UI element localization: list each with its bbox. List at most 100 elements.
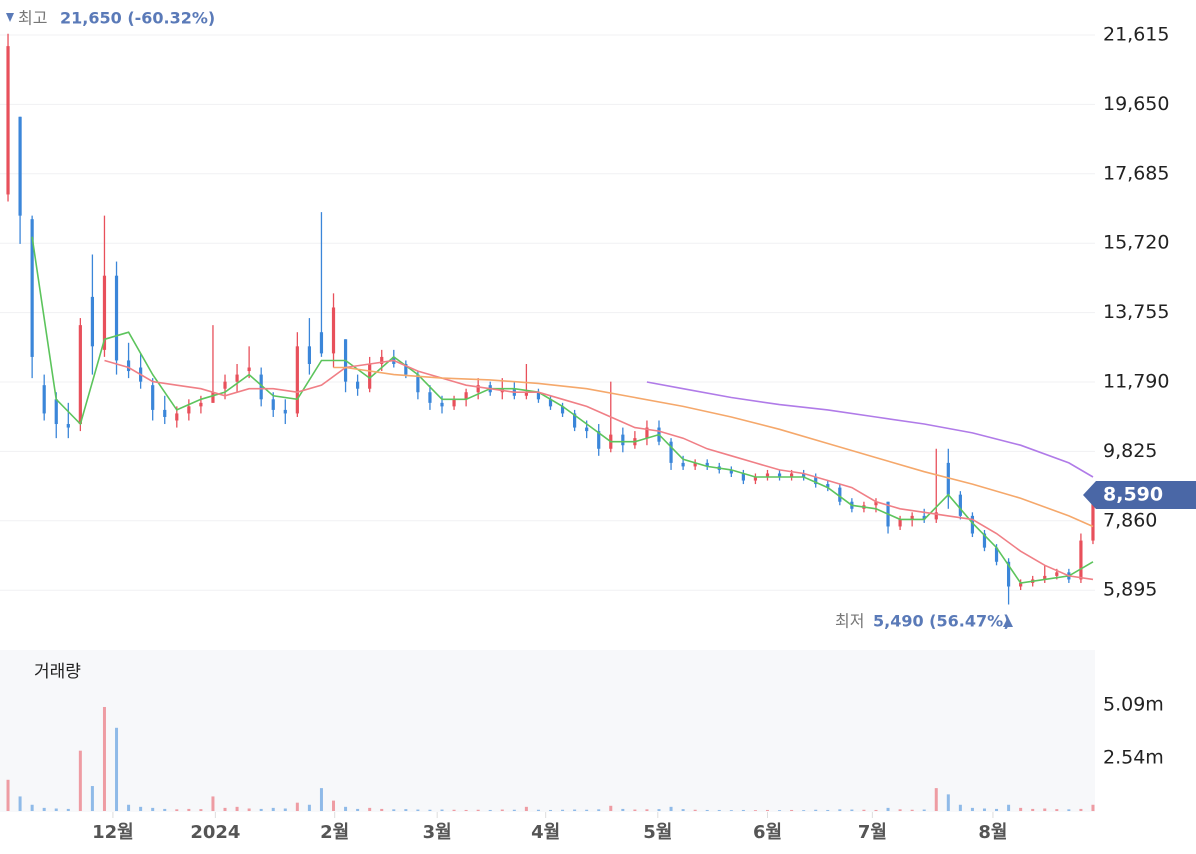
high-label: 최고 (18, 9, 47, 28)
volume-bar (139, 806, 143, 811)
candle-body (1079, 540, 1083, 580)
moving-average (104, 359, 1094, 581)
volume-bar (922, 809, 926, 811)
candle-body (958, 494, 962, 516)
candle-body (693, 462, 697, 467)
x-tick-label: 4월 (531, 822, 560, 843)
volume-bar (1091, 804, 1095, 811)
candle-body (18, 116, 22, 216)
y-tick-label: 7,860 (1103, 509, 1157, 531)
volume-bar (609, 805, 613, 811)
candle-body (970, 515, 975, 534)
candle-body (440, 402, 444, 407)
candle-body (621, 434, 625, 446)
y-tick-label: 17,685 (1103, 162, 1169, 184)
candle-body (1043, 575, 1047, 580)
y-tick-label: 5,895 (1103, 579, 1157, 601)
volume-bar (1055, 809, 1059, 811)
volume-bar (90, 786, 94, 811)
volume-bar (934, 788, 938, 811)
volume-bar (549, 809, 552, 811)
volume-bar (946, 794, 950, 811)
volume-bar (657, 809, 661, 811)
volume-bar (187, 808, 191, 811)
volume-bar (512, 809, 516, 811)
x-tick-label: 8월 (978, 822, 1007, 843)
candle-body (295, 346, 299, 414)
candle-body (946, 462, 950, 495)
candle-body (464, 392, 468, 400)
volume-bar (247, 808, 251, 811)
volume-bar (163, 808, 167, 811)
candle-body (199, 402, 203, 407)
candle-body (536, 392, 541, 400)
low-label: 최저 (835, 612, 864, 631)
volume-bar (78, 750, 82, 811)
x-tick-label: 3월 (423, 822, 452, 843)
volume-tick-label: 2.54m (1103, 747, 1164, 769)
candle-body (476, 385, 480, 393)
volume-bar (717, 809, 721, 811)
volume-bar (6, 779, 10, 811)
volume-bar (235, 806, 239, 811)
volume-bar (380, 808, 384, 811)
x-tick-label: 7월 (858, 822, 887, 843)
candle-body (645, 427, 649, 439)
candle-body (223, 381, 227, 389)
x-tick-label: 5월 (643, 822, 672, 843)
volume-bar (982, 808, 986, 811)
candle-body (1091, 495, 1095, 541)
volume-bar (573, 809, 577, 811)
candle-body (54, 399, 58, 425)
volume-bar (838, 809, 842, 811)
volume-bar (332, 800, 336, 811)
candle-body (452, 399, 456, 407)
last-price-badge (1083, 481, 1196, 510)
high-text: 21,650 (-60.32%) (60, 9, 215, 28)
volume-panel (0, 650, 1095, 812)
volume-bar (753, 810, 757, 811)
volume-bar (886, 807, 890, 811)
candle-body (428, 392, 432, 403)
candle-body (898, 519, 902, 527)
candle-body (380, 356, 384, 364)
volume-bar (295, 802, 299, 811)
volume-bar (476, 809, 480, 811)
candle-body (126, 360, 131, 372)
candle-body (934, 512, 938, 520)
candle-body (271, 399, 275, 410)
volume-bar (428, 809, 432, 811)
candle-body (42, 385, 46, 414)
volume-bar (307, 804, 311, 811)
volume-bar (30, 804, 34, 811)
candle-body (838, 487, 842, 502)
candle-body (235, 374, 239, 382)
candle-body (585, 427, 589, 432)
candle-body (368, 363, 372, 389)
volume-bar (729, 810, 733, 811)
candle-body (78, 325, 82, 425)
volume-tick-label: 5.09m (1103, 694, 1164, 716)
candle-body (681, 462, 685, 467)
volume-bar (910, 809, 914, 811)
candle-body (30, 219, 34, 357)
candle-body (1055, 572, 1059, 576)
volume-bar (464, 809, 468, 811)
volume-bar (536, 809, 540, 811)
volume-bar (404, 809, 408, 811)
candle-body (729, 469, 733, 474)
y-tick-label: 21,615 (1103, 24, 1169, 46)
candle-body (211, 392, 215, 403)
candle-body (922, 515, 926, 520)
y-tick-label: 9,825 (1103, 440, 1157, 462)
candle-body (151, 385, 155, 410)
x-tick-label: 2024 (190, 822, 240, 843)
candle-body (404, 363, 408, 375)
volume-bar (199, 809, 203, 811)
volume-bar (488, 809, 492, 811)
volume-bar (127, 804, 131, 811)
candle-body (765, 473, 770, 478)
volume-bar (368, 807, 372, 811)
candle-body (753, 477, 758, 481)
